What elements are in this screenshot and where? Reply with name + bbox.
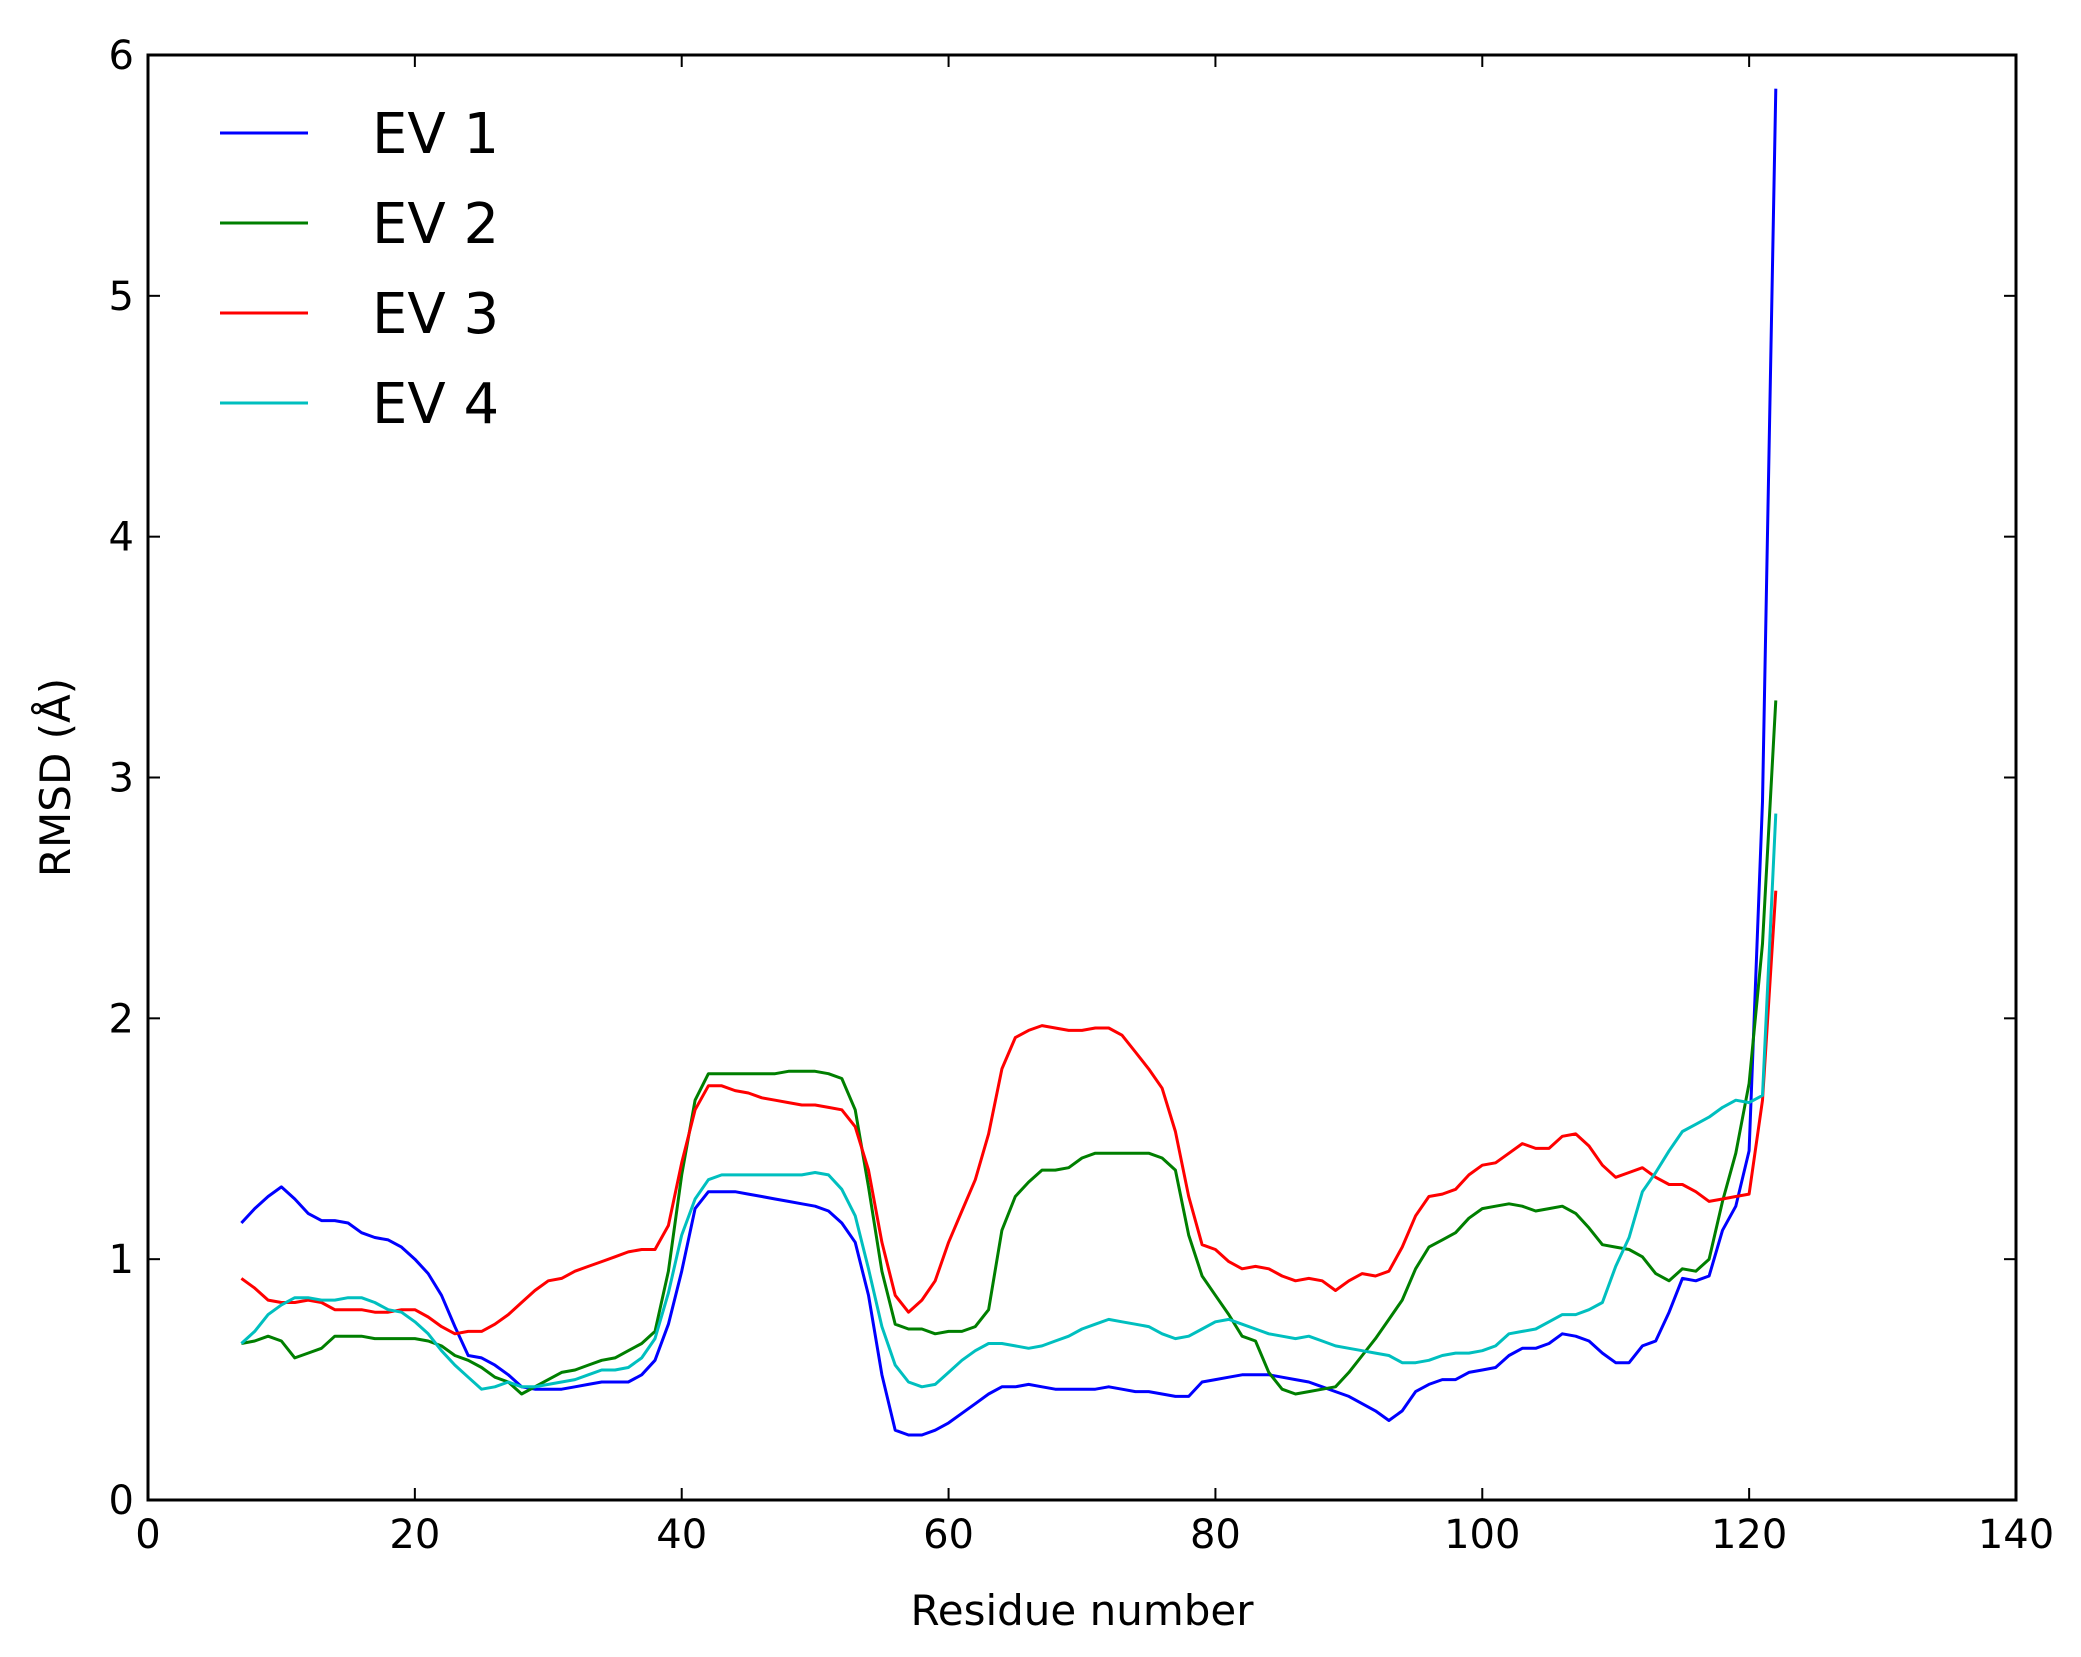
y-tick-label: 5 <box>109 274 134 320</box>
x-tick-label: 120 <box>1711 1512 1787 1558</box>
series-line-ev-1 <box>240 88 1778 1437</box>
x-tick-label: 0 <box>135 1512 160 1558</box>
x-tick-label: 80 <box>1190 1512 1241 1558</box>
legend-label-ev-2: EV 2 <box>372 192 499 257</box>
series-line-ev-2 <box>241 700 1778 1396</box>
y-tick-label: 3 <box>109 756 134 802</box>
x-tick-label: 140 <box>1978 1512 2054 1558</box>
x-tick-label: 20 <box>389 1512 440 1558</box>
y-tick-label: 6 <box>109 33 134 79</box>
x-tick-label: 100 <box>1444 1512 1520 1558</box>
x-axis-title: Residue number <box>910 1586 1254 1635</box>
y-tick-label: 2 <box>109 996 134 1042</box>
plot-frame <box>146 53 2018 1502</box>
legend: EV 1 EV 2 EV 3 EV 4 <box>220 102 499 437</box>
x-tick-label: 60 <box>923 1512 974 1558</box>
series-layer <box>240 88 1778 1437</box>
series-line-ev-4 <box>240 813 1778 1391</box>
legend-label-ev-3: EV 3 <box>372 282 499 347</box>
y-tick-label: 4 <box>109 515 134 561</box>
legend-label-ev-4: EV 4 <box>372 372 499 437</box>
y-tick-label: 0 <box>109 1478 134 1524</box>
x-tick-label: 40 <box>656 1512 707 1558</box>
legend-label-ev-1: EV 1 <box>372 102 499 167</box>
y-tick-label: 1 <box>109 1237 134 1283</box>
series-line-ev-3 <box>240 890 1778 1336</box>
y-axis-title: RMSD (Å) <box>30 678 80 877</box>
ticks-layer: 0 20 40 60 80 100 120 140 0 1 2 3 4 5 6 <box>109 33 2055 1558</box>
